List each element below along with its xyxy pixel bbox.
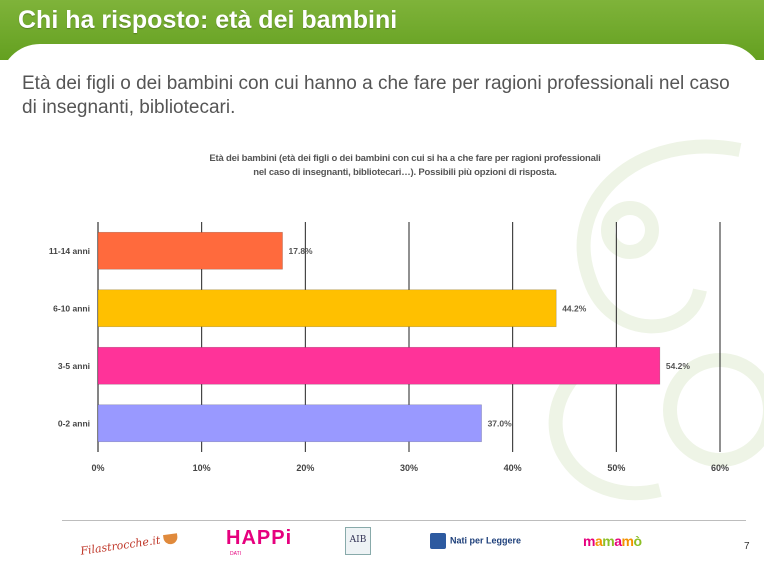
slide-title: Chi ha risposto: età dei bambini [18, 6, 398, 34]
chart-title-line-2: nel caso di insegnanti, bibliotecari…). … [253, 167, 557, 178]
x-tick-label: 10% [193, 463, 211, 473]
book-icon [430, 533, 446, 549]
logo-mamamo-letter: m [621, 533, 634, 549]
chart-title-line-1: Età dei bambini (età dei figli o dei bam… [209, 153, 601, 164]
x-tick-label: 40% [504, 463, 522, 473]
bar [97, 289, 557, 328]
logo-mamamo-letter: a [614, 533, 622, 549]
category-label: 0-2 anni [58, 418, 90, 428]
header-card [0, 44, 764, 84]
logo-npl-text: Nati per Leggere [450, 535, 522, 546]
footer-divider [62, 520, 746, 521]
logo-mamamo-letter: a [594, 533, 603, 549]
x-tick-label: 60% [711, 463, 729, 473]
logo-mamamo-letter: m [583, 533, 595, 549]
logo-happi: HAPPi [226, 527, 293, 549]
logo-mamamo: mamamò [583, 533, 642, 549]
page-number: 7 [744, 541, 750, 552]
bar [97, 404, 482, 443]
x-tick-label: 50% [607, 463, 625, 473]
bar [97, 231, 283, 270]
slide-subtitle: Età dei figli o dei bambini con cui hann… [22, 73, 730, 118]
category-label: 6-10 anni [53, 303, 90, 313]
category-label: 11-14 anni [49, 246, 90, 256]
data-label: 54.2% [666, 361, 691, 371]
x-tick-label: 30% [400, 463, 418, 473]
data-label: 44.2% [562, 303, 587, 313]
logo-nati-per-leggere: Nati per Leggere [430, 533, 521, 549]
logo-aib-text: AIB [349, 535, 367, 545]
bar [97, 346, 661, 385]
logo-mamamo-letter: m [602, 533, 615, 549]
category-label: 3-5 anni [58, 361, 90, 371]
x-tick-label: 0% [91, 463, 104, 473]
teacup-icon [162, 533, 178, 546]
data-label: 17.8% [289, 246, 314, 256]
chart-title: Età dei bambini (età dei figli o dei bam… [110, 152, 700, 180]
data-label: 37.0% [488, 418, 513, 428]
logo-happi-sub: DATI [230, 551, 242, 557]
logo-mamamo-letter: ò [633, 533, 642, 549]
x-tick-label: 20% [296, 463, 314, 473]
logo-aib: AIB [345, 527, 371, 555]
